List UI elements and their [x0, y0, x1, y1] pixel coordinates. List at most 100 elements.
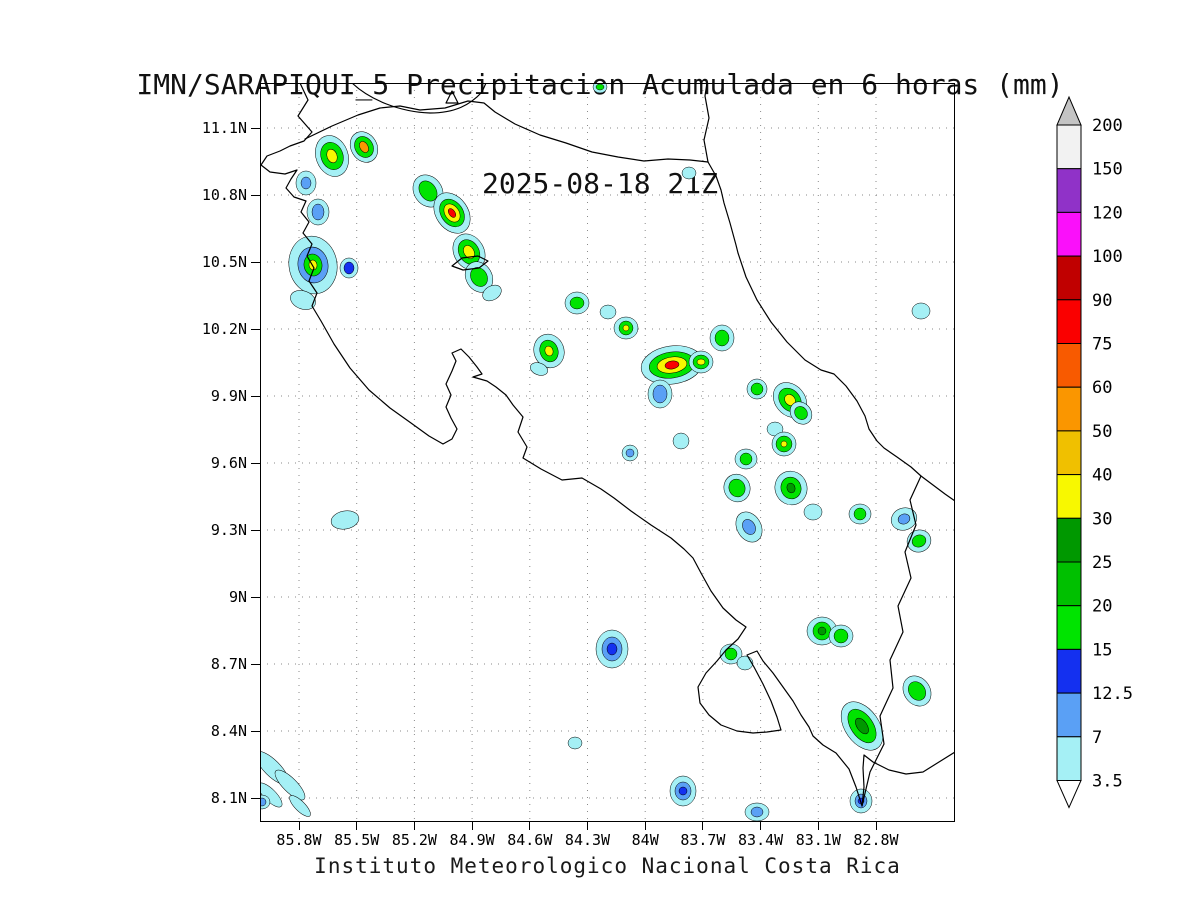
precip-cell	[789, 401, 813, 425]
colorbar-segment	[1056, 124, 1082, 170]
colorbar-label: 30	[1092, 509, 1112, 529]
chart-title-line2: 2025-08-18 21Z	[481, 167, 718, 200]
colorbar-label: 150	[1092, 160, 1123, 180]
colorbar-segment	[1056, 211, 1082, 257]
footer-credit: Instituto Meteorologico Nacional Costa R…	[314, 854, 901, 878]
precip-cell	[803, 503, 823, 521]
lat-tick	[251, 797, 260, 799]
lat-tick	[251, 730, 260, 732]
colorbar-arrow-top	[1056, 95, 1082, 126]
precip-cell	[771, 431, 797, 457]
precip-cell	[599, 304, 617, 320]
colorbar-label: 15	[1092, 640, 1112, 660]
lat-tick-label: 8.4N	[210, 722, 247, 740]
lon-tick-label: 82.8W	[853, 831, 899, 849]
lat-tick-label: 8.1N	[210, 789, 247, 807]
precip-cell	[274, 769, 306, 801]
precip-cell	[592, 83, 608, 94]
lon-tick-label: 83.7W	[680, 831, 726, 849]
precip-cell	[672, 432, 690, 450]
precip-cell	[735, 511, 763, 543]
colorbar-label: 25	[1092, 553, 1112, 573]
lon-tick-label: 84.3W	[564, 831, 611, 849]
precip-cell	[906, 529, 932, 553]
lake-arenal	[451, 255, 489, 271]
lon-tick	[644, 822, 646, 830]
colorbar-segment	[1056, 517, 1082, 563]
lon-tick	[356, 822, 358, 830]
colorbar-segment	[1056, 648, 1082, 694]
precipitation-contours	[260, 83, 932, 822]
precip-cell	[828, 624, 854, 648]
precip-cell	[688, 350, 714, 374]
lon-tick	[817, 822, 819, 830]
colorbar-segment	[1056, 736, 1082, 781]
nicaragua-caribbean-coast	[703, 83, 710, 163]
precip-cell	[723, 473, 751, 503]
precip-cell	[530, 362, 548, 376]
colorbar-label: 120	[1092, 203, 1123, 223]
lat-tick-label: 9.9N	[210, 387, 247, 405]
precip-cell	[295, 170, 317, 196]
precip-cell	[744, 802, 770, 822]
precip-cell	[533, 333, 565, 369]
lon-tick	[702, 822, 704, 830]
precip-cell	[613, 316, 639, 340]
map-canvas	[260, 83, 955, 822]
precip-cell	[719, 643, 743, 665]
colorbar: 200 150 120 100 90 75 60 50 40 30 25 20 15 12.5 7 3.5	[1056, 95, 1133, 809]
lat-tick	[251, 395, 260, 397]
lat-tick-label: 9N	[228, 588, 247, 606]
colorbar-segment	[1056, 255, 1082, 301]
lat-tick	[251, 462, 260, 464]
colorbar-segment	[1056, 386, 1082, 432]
precip-cell	[890, 507, 918, 531]
lat-tick-label: 9.6N	[210, 454, 247, 472]
precip-cell	[848, 503, 872, 525]
colorbar-label: 7	[1092, 728, 1102, 748]
lon-tick	[529, 822, 531, 830]
precip-cell	[640, 345, 704, 385]
lat-tick-label: 10.2N	[201, 320, 247, 338]
colorbar-segment	[1056, 605, 1082, 650]
lat-tick	[251, 194, 260, 196]
precip-cell	[330, 510, 360, 530]
precip-cell	[289, 795, 311, 817]
precip-cell	[306, 198, 330, 226]
colorbar-segment	[1056, 299, 1082, 345]
colorbar-label: 90	[1092, 291, 1112, 311]
lon-tick-label: 84.9W	[449, 831, 495, 849]
lon-tick	[298, 822, 300, 830]
colorbar-segment	[1056, 343, 1082, 388]
lon-tick-label: 85.8W	[276, 831, 322, 849]
colorbar-segment	[1056, 474, 1082, 519]
precip-cell	[315, 135, 349, 177]
lon-tick-label: 83.1W	[795, 831, 841, 849]
lat-tick-label: 9.3N	[210, 521, 247, 539]
lat-tick	[251, 328, 260, 330]
lon-tick	[760, 822, 762, 830]
chart-title-line1: IMN/SARAPIQUI_5 Precipitacion Acumulada …	[136, 68, 1064, 101]
lon-tick	[471, 822, 473, 830]
precip-cell	[669, 775, 697, 807]
precip-cell	[746, 378, 768, 400]
precip-cell	[595, 629, 629, 669]
precip-cell	[260, 794, 271, 810]
precip-cell	[681, 166, 697, 180]
lat-tick	[251, 663, 260, 665]
colorbar-label: 40	[1092, 466, 1112, 486]
lon-tick-label: 85.5W	[334, 831, 380, 849]
lat-tick-label: 10.8N	[201, 186, 247, 204]
colorbar-segment	[1056, 430, 1082, 476]
colorbar-label: 75	[1092, 335, 1112, 355]
colorbar-segment	[1056, 168, 1082, 213]
chart-title: IMN/SARAPIQUI_5 Precipitacion Acumulada …	[0, 2, 1200, 233]
precip-cell	[734, 448, 758, 470]
lake-nicaragua-shore	[351, 83, 487, 114]
precip-cell	[288, 235, 338, 295]
precip-cell	[482, 284, 502, 302]
pacific-coastline	[260, 83, 955, 807]
lat-tick-label: 10.5N	[201, 253, 247, 271]
lon-tick-label: 85.2W	[391, 831, 437, 849]
precip-cell	[709, 324, 735, 352]
